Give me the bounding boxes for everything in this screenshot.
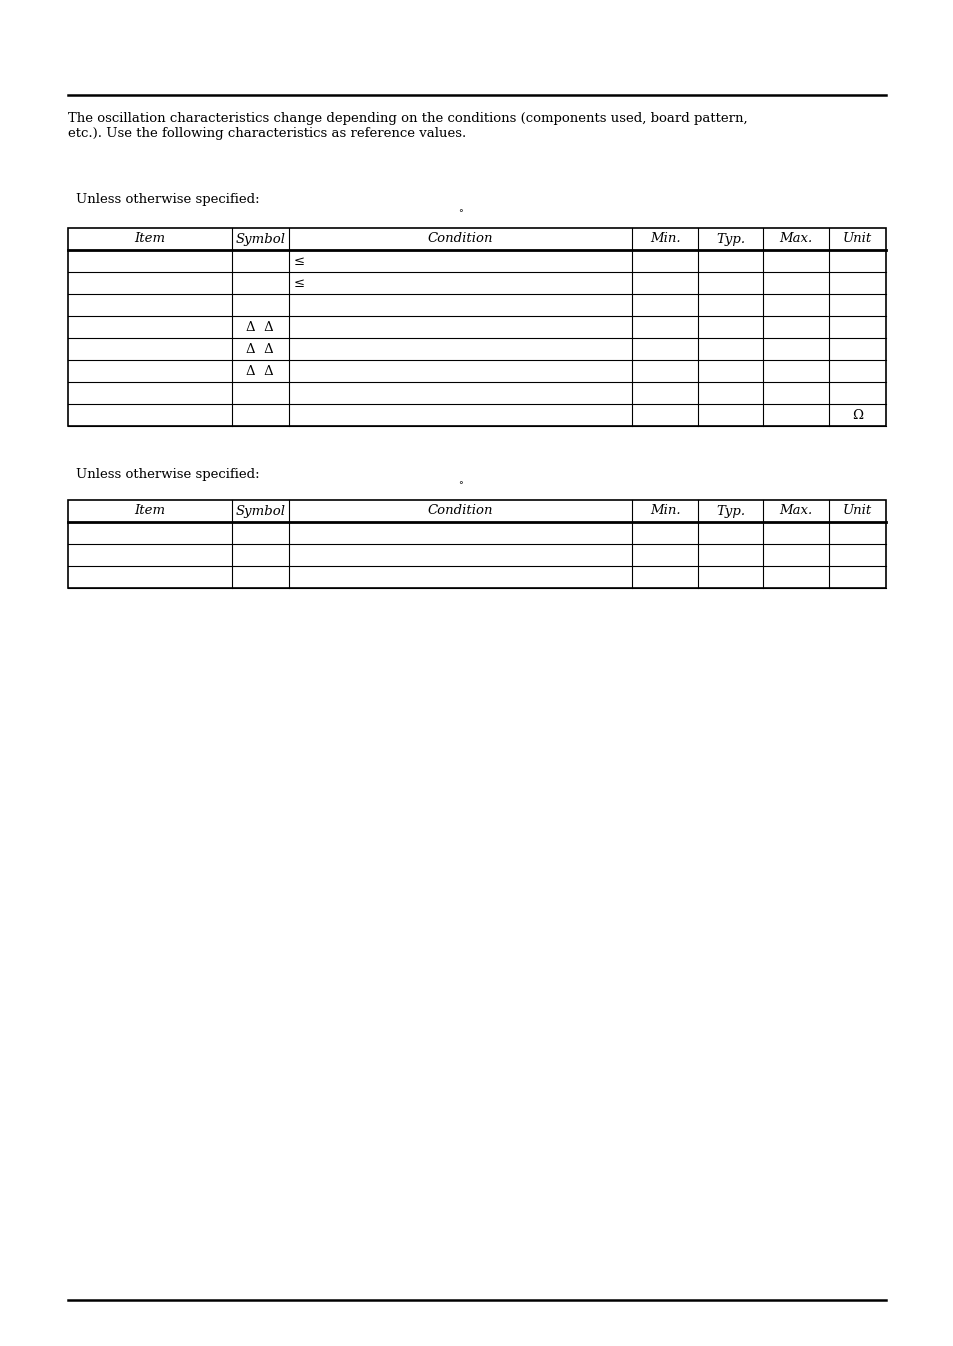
Text: Unit: Unit <box>841 233 871 245</box>
Text: Typ.: Typ. <box>716 233 744 245</box>
Text: Δ  Δ: Δ Δ <box>246 365 274 377</box>
Text: Condition: Condition <box>428 505 493 517</box>
Text: Δ  Δ: Δ Δ <box>246 342 274 355</box>
Text: Max.: Max. <box>779 505 812 517</box>
Text: Symbol: Symbol <box>235 233 285 245</box>
Bar <box>68 227 885 425</box>
Text: Min.: Min. <box>649 233 679 245</box>
Text: The oscillation characteristics change depending on the conditions (components u: The oscillation characteristics change d… <box>68 112 747 140</box>
Text: °: ° <box>457 209 462 218</box>
Text: Δ  Δ: Δ Δ <box>246 320 274 334</box>
Text: Item: Item <box>134 233 165 245</box>
Text: Item: Item <box>134 505 165 517</box>
Text: Ω: Ω <box>851 408 862 421</box>
Text: Typ.: Typ. <box>716 505 744 517</box>
Text: Condition: Condition <box>428 233 493 245</box>
Text: Symbol: Symbol <box>235 505 285 517</box>
Text: ≤: ≤ <box>294 276 304 289</box>
Text: Unless otherwise specified:: Unless otherwise specified: <box>76 192 259 206</box>
Text: Max.: Max. <box>779 233 812 245</box>
Text: ≤: ≤ <box>294 254 304 268</box>
Text: °: ° <box>457 481 462 490</box>
Text: Min.: Min. <box>649 505 679 517</box>
Bar <box>68 499 885 588</box>
Text: Unit: Unit <box>841 505 871 517</box>
Text: Unless otherwise specified:: Unless otherwise specified: <box>76 468 259 481</box>
